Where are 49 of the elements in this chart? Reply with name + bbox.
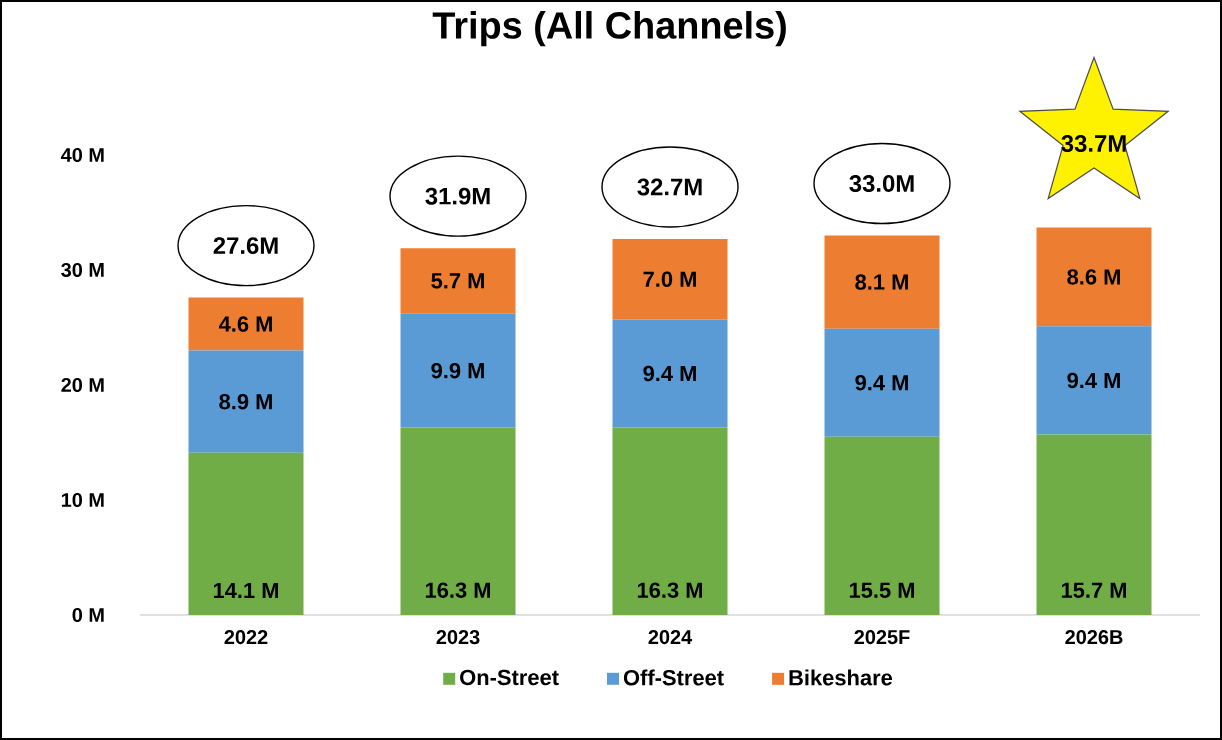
data-label: 15.5 M [849, 582, 915, 598]
bar [1036, 434, 1152, 615]
x-tick-label: 2025F [854, 630, 910, 645]
data-label: 8.1 M [855, 274, 908, 290]
bar [188, 350, 304, 453]
legend-label: On-Street [460, 669, 559, 686]
y-tick-label: 10 M [61, 492, 104, 508]
x-tick-label: 2026B [1065, 630, 1123, 645]
bar [612, 319, 728, 428]
data-label: 9.4 M [1067, 372, 1120, 389]
data-label: 8.9 M [219, 393, 272, 410]
total-label: 27.6M [213, 237, 278, 255]
bar [824, 436, 940, 615]
total-label: 33.7M [1061, 134, 1126, 152]
bar [612, 238, 728, 320]
data-label: 9.4 M [855, 374, 908, 391]
bar [400, 313, 516, 428]
bar [612, 427, 728, 615]
y-tick-label: 0 M [72, 607, 104, 623]
legend-label: Bikeshare [789, 669, 893, 686]
data-label: 7.0 M [643, 271, 696, 287]
data-label: 5.7 M [431, 273, 484, 289]
legend-label: Off-Street [623, 669, 724, 686]
y-tick-label: 20 M [61, 377, 104, 393]
total-label: 31.9M [425, 187, 490, 205]
bar [400, 248, 516, 314]
data-label: 16.3 M [425, 582, 491, 598]
bar [1036, 227, 1152, 327]
data-label: 8.6 M [1067, 269, 1120, 285]
x-tick-label: 2024 [648, 630, 693, 645]
data-label: 15.7 M [1061, 582, 1127, 598]
bar [1036, 326, 1152, 435]
x-tick-label: 2022 [224, 630, 268, 645]
y-tick-label: 40 M [60, 147, 104, 163]
bar [824, 328, 940, 437]
bar [188, 297, 304, 351]
x-tick-label: 2023 [436, 630, 480, 645]
y-tick-label: 30 M [61, 262, 104, 278]
bar [400, 427, 516, 615]
data-label: 14.1 M [213, 582, 279, 598]
data-label: 16.3 M [637, 582, 703, 598]
data-label: 9.4 M [643, 365, 696, 382]
data-label: 4.6 M [218, 316, 272, 332]
data-label: 9.9 M [431, 362, 484, 379]
total-label: 33.0M [849, 175, 914, 192]
chart-title: Trips (All Channels) [432, 11, 786, 47]
total-label: 32.7M [637, 178, 702, 196]
bar [188, 452, 304, 615]
bar [824, 235, 940, 329]
